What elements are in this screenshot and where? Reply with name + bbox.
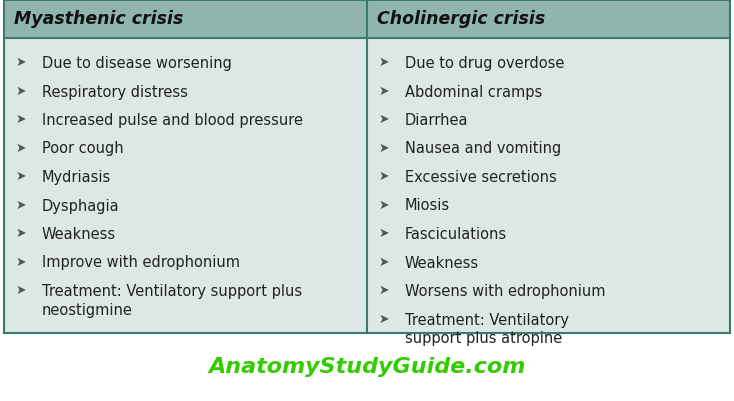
Bar	[367, 0, 730, 38]
Text: Fasciculations: Fasciculations	[405, 227, 507, 242]
Text: Mydriasis: Mydriasis	[42, 170, 112, 185]
Text: ➤: ➤	[379, 255, 390, 269]
Text: ➤: ➤	[379, 198, 390, 211]
Text: Improve with edrophonium: Improve with edrophonium	[42, 255, 240, 271]
Text: ➤: ➤	[379, 227, 390, 240]
Text: ➤: ➤	[16, 56, 26, 69]
Text: ➤: ➤	[16, 170, 26, 183]
Text: Treatment: Ventilatory
support plus atropine: Treatment: Ventilatory support plus atro…	[405, 312, 569, 346]
Text: ➤: ➤	[16, 142, 26, 154]
Text: Dysphagia: Dysphagia	[42, 198, 120, 213]
Text: Worsens with edrophonium: Worsens with edrophonium	[405, 284, 606, 299]
Text: Cholinergic crisis: Cholinergic crisis	[377, 10, 545, 28]
Text: Miosis: Miosis	[405, 198, 450, 213]
Text: ➤: ➤	[379, 312, 390, 326]
Text: ➤: ➤	[379, 56, 390, 69]
Text: ➤: ➤	[16, 227, 26, 240]
Text: ➤: ➤	[16, 255, 26, 269]
Text: ➤: ➤	[16, 284, 26, 297]
Text: ➤: ➤	[16, 198, 26, 211]
Text: Due to drug overdose: Due to drug overdose	[405, 56, 564, 71]
Text: Poor cough: Poor cough	[42, 142, 123, 156]
Bar	[367, 38, 730, 333]
Text: ➤: ➤	[16, 85, 26, 97]
Text: Abdominal cramps: Abdominal cramps	[405, 85, 542, 99]
Text: Diarrhea: Diarrhea	[405, 113, 468, 128]
Text: ➤: ➤	[379, 85, 390, 97]
Text: Nausea and vomiting: Nausea and vomiting	[405, 142, 562, 156]
Text: Weakness: Weakness	[405, 255, 479, 271]
Text: ➤: ➤	[379, 113, 390, 126]
Text: AnatomyStudyGuide.com: AnatomyStudyGuide.com	[208, 357, 526, 377]
Text: ➤: ➤	[379, 142, 390, 154]
Text: ➤: ➤	[379, 284, 390, 297]
Text: Treatment: Ventilatory support plus
neostigmine: Treatment: Ventilatory support plus neos…	[42, 284, 302, 318]
Text: ➤: ➤	[16, 113, 26, 126]
Bar	[4, 0, 367, 38]
Text: Respiratory distress: Respiratory distress	[42, 85, 188, 99]
Text: ➤: ➤	[379, 170, 390, 183]
Text: Excessive secretions: Excessive secretions	[405, 170, 557, 185]
Text: Due to disease worsening: Due to disease worsening	[42, 56, 232, 71]
Text: Myasthenic crisis: Myasthenic crisis	[14, 10, 184, 28]
Bar	[4, 38, 367, 333]
Text: Weakness: Weakness	[42, 227, 116, 242]
Text: Increased pulse and blood pressure: Increased pulse and blood pressure	[42, 113, 303, 128]
